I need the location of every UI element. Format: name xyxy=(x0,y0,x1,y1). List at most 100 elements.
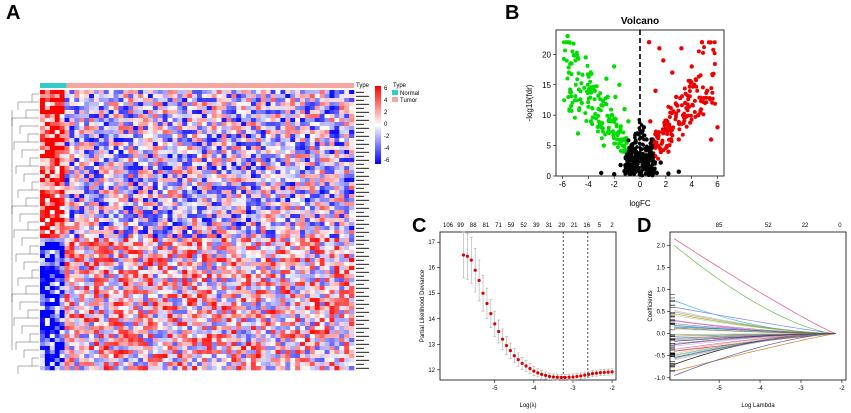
heatmap-cell xyxy=(157,230,163,235)
heatmap-cell xyxy=(339,126,345,131)
heatmap-cell xyxy=(152,218,159,223)
heatmap-cell xyxy=(59,154,65,159)
heatmap-cell xyxy=(133,270,139,275)
heatmap-cell xyxy=(285,342,291,347)
heatmap-cell xyxy=(172,250,178,255)
heatmap-cell xyxy=(246,234,252,239)
heatmap-cell xyxy=(349,322,355,327)
heatmap-cell xyxy=(309,358,316,363)
heatmap-cell xyxy=(290,122,296,127)
heatmap-cell xyxy=(113,294,119,299)
heatmap-cell xyxy=(324,270,330,275)
heatmap-cell xyxy=(54,362,60,367)
heatmap-cell xyxy=(147,94,154,99)
heatmap-cell xyxy=(69,362,75,367)
heatmap-cell xyxy=(349,298,355,303)
heatmap-cell xyxy=(103,326,109,331)
heatmap-cell xyxy=(147,242,154,247)
heatmap-cell xyxy=(40,286,46,291)
heatmap-cell xyxy=(89,274,95,279)
heatmap-cell xyxy=(40,254,46,259)
heatmap-cell xyxy=(250,126,257,131)
heatmap-cell xyxy=(84,282,90,287)
heatmap-cell xyxy=(89,182,95,187)
heatmap-cell xyxy=(84,206,90,211)
heatmap-cell xyxy=(344,94,350,99)
heatmap-cell xyxy=(236,174,242,179)
heatmap-cell xyxy=(290,238,296,243)
heatmap-cell xyxy=(349,94,355,99)
heatmap-cell xyxy=(304,122,311,127)
type-legend: Type Normal Tumor xyxy=(392,83,419,104)
heatmap-cell xyxy=(255,362,262,367)
heatmap-cell xyxy=(221,266,227,271)
heatmap-cell xyxy=(250,138,257,143)
heatmap-cell xyxy=(211,250,217,255)
heatmap-cell xyxy=(162,158,168,163)
heatmap-cell xyxy=(103,258,109,263)
heatmap-cell xyxy=(162,330,168,335)
heatmap-cell xyxy=(344,290,350,295)
heatmap-cell xyxy=(216,254,222,259)
heatmap-cell xyxy=(197,90,203,95)
heatmap-cell xyxy=(265,366,271,371)
heatmap-cell xyxy=(162,190,168,195)
heatmap-cell xyxy=(182,146,188,151)
heatmap-cell xyxy=(192,238,198,243)
heatmap-cell xyxy=(300,362,306,367)
heatmap-cell xyxy=(118,110,124,115)
heatmap-cell xyxy=(231,346,237,351)
heatmap-cell xyxy=(128,182,134,187)
heatmap-cell xyxy=(309,90,316,95)
heatmap-cell xyxy=(329,254,335,259)
heatmap-cell xyxy=(49,322,56,327)
heatmap-cell xyxy=(74,98,80,103)
heatmap-cell xyxy=(314,338,320,343)
heatmap-cell xyxy=(143,186,149,191)
heatmap-cell xyxy=(49,318,56,323)
heatmap-cell xyxy=(309,338,316,343)
volcano-point-down xyxy=(601,143,606,148)
heatmap-cell xyxy=(197,346,203,351)
heatmap-cell xyxy=(59,366,65,371)
heatmap-cell xyxy=(74,242,80,247)
heatmap-cell xyxy=(59,362,65,367)
heatmap-cell xyxy=(275,166,281,171)
heatmap-cell xyxy=(260,350,266,355)
heatmap-cell xyxy=(133,94,139,99)
heatmap-cell xyxy=(40,258,46,263)
heatmap-cell xyxy=(118,302,124,307)
heatmap-cell xyxy=(74,154,80,159)
heatmap-cell xyxy=(349,342,355,347)
heatmap-cell xyxy=(49,366,56,371)
heatmap-cell xyxy=(285,322,291,327)
heatmap-cell xyxy=(349,254,355,259)
heatmap-cell xyxy=(108,270,114,275)
heatmap-cell xyxy=(339,118,345,123)
heatmap-cell xyxy=(172,190,178,195)
heatmap-cell xyxy=(182,102,188,107)
heatmap-cell xyxy=(290,130,296,135)
heatmap-cell xyxy=(216,186,222,191)
heatmap-cell xyxy=(319,186,325,191)
heatmap-cell xyxy=(197,198,203,203)
heatmap-cell xyxy=(59,202,65,207)
gene-label-mark xyxy=(356,163,364,165)
heatmap-cell xyxy=(118,134,124,139)
heatmap-cell xyxy=(309,250,316,255)
heatmap-cell xyxy=(246,130,252,135)
heatmap-cell xyxy=(231,358,237,363)
heatmap-cell xyxy=(231,170,237,175)
heatmap-cell xyxy=(221,174,227,179)
heatmap-cell xyxy=(206,218,213,223)
heatmap-cell xyxy=(309,318,316,323)
heatmap-cell xyxy=(231,274,237,279)
heatmap-cell xyxy=(64,218,70,223)
heatmap-cell xyxy=(89,286,95,291)
heatmap-cell xyxy=(64,182,70,187)
heatmap-cell xyxy=(250,230,257,235)
heatmap-cell xyxy=(108,190,114,195)
heatmap-cell xyxy=(265,118,271,123)
heatmap-cell xyxy=(349,234,355,239)
heatmap-cell xyxy=(152,346,159,351)
